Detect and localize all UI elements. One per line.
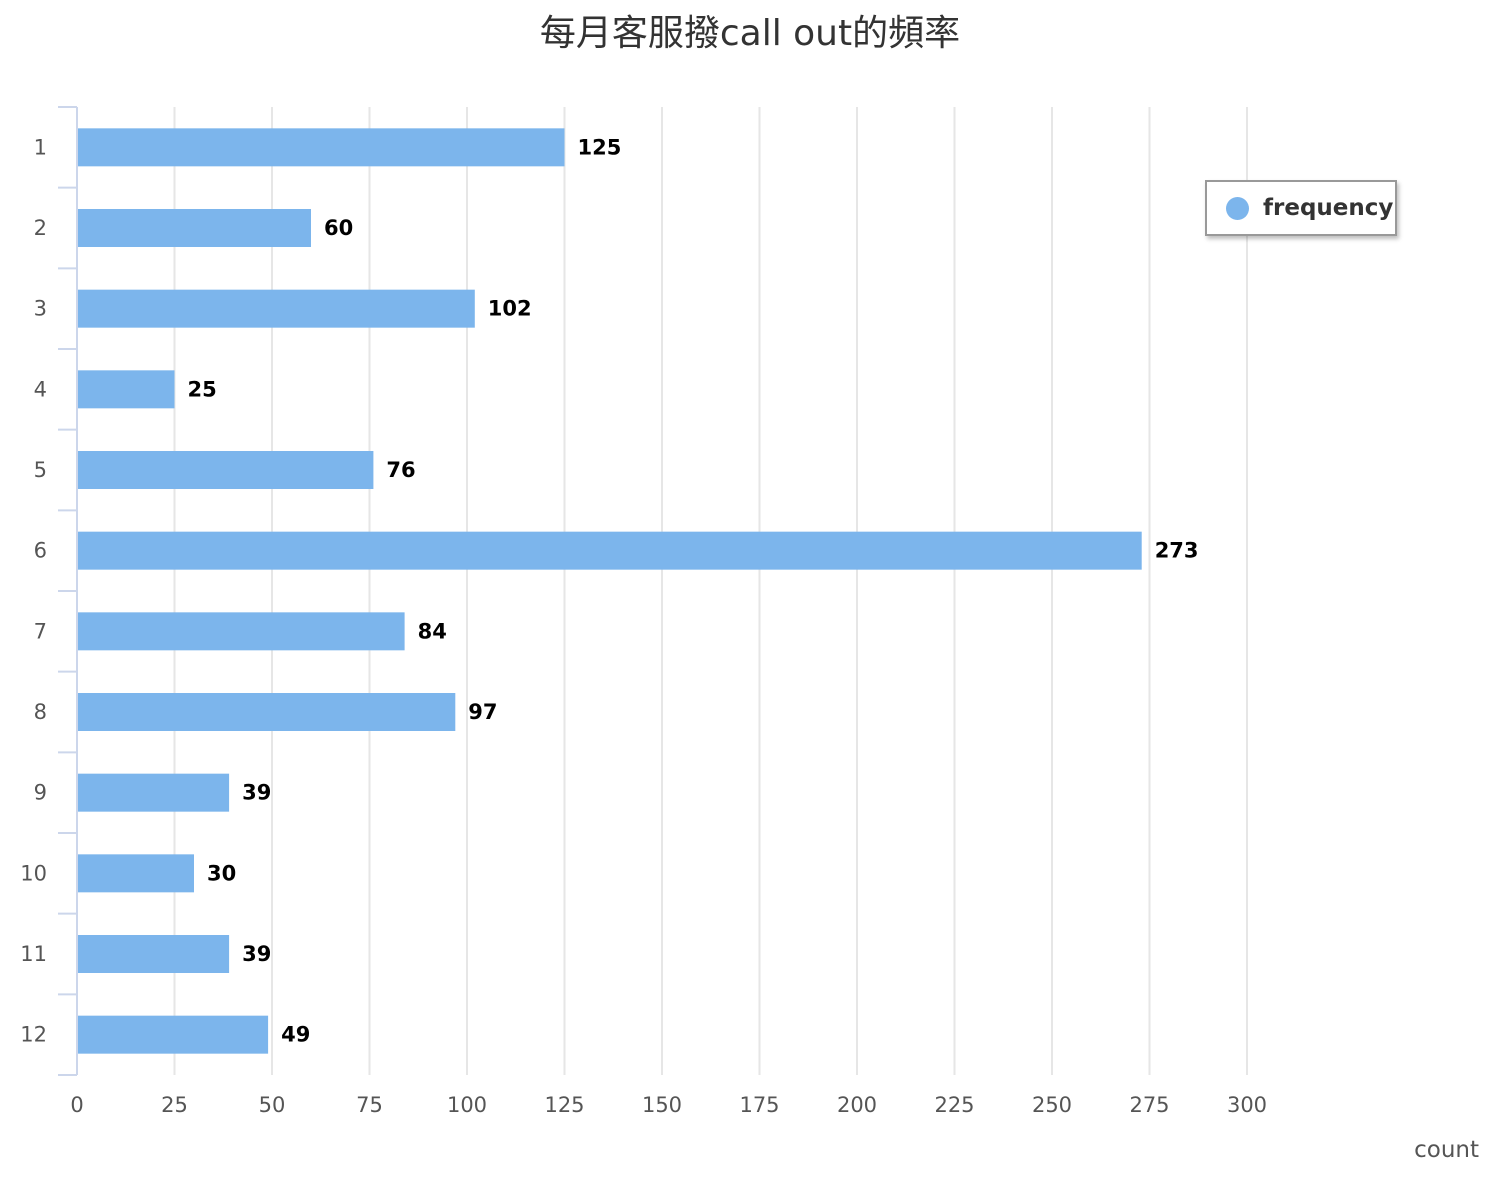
bar[interactable] bbox=[78, 451, 374, 489]
data-label: 102 bbox=[488, 297, 532, 321]
data-label: 30 bbox=[207, 861, 236, 885]
data-label: 125 bbox=[578, 135, 622, 159]
bar[interactable] bbox=[78, 209, 311, 247]
bar[interactable] bbox=[78, 289, 475, 328]
y-tick-label: 8 bbox=[34, 700, 47, 724]
y-tick-label: 4 bbox=[34, 377, 47, 401]
y-tick-label: 2 bbox=[34, 216, 47, 240]
x-tick-label: 25 bbox=[161, 1093, 188, 1117]
bar[interactable] bbox=[78, 612, 405, 651]
y-tick-label: 6 bbox=[34, 539, 47, 563]
x-tick-label: 75 bbox=[356, 1093, 383, 1117]
x-tick-label: 200 bbox=[837, 1093, 877, 1117]
chart-title: 每月客服撥call out的頻率 bbox=[539, 13, 961, 54]
x-tick-label: 300 bbox=[1227, 1093, 1267, 1117]
value-axis-ticks: 0 25 50 75 100 125 150 175 200 225 250 275 300 bbox=[70, 1093, 1267, 1117]
bar-series bbox=[78, 128, 1142, 1054]
x-tick-label: 175 bbox=[739, 1093, 779, 1117]
legend-series-label: frequency bbox=[1263, 195, 1394, 221]
legend[interactable]: frequency bbox=[1205, 180, 1397, 236]
bar[interactable] bbox=[78, 693, 456, 731]
bar[interactable] bbox=[78, 128, 565, 167]
x-tick-label: 250 bbox=[1032, 1093, 1072, 1117]
y-tick-label: 9 bbox=[34, 781, 47, 805]
category-axis bbox=[58, 106, 78, 1076]
bar[interactable] bbox=[78, 773, 230, 812]
y-tick-label: 3 bbox=[34, 297, 47, 321]
data-label: 97 bbox=[468, 700, 497, 724]
x-axis-title: count bbox=[1414, 1137, 1479, 1163]
bar[interactable] bbox=[78, 531, 1142, 570]
bar[interactable] bbox=[78, 1015, 269, 1054]
y-tick-label: 10 bbox=[20, 861, 47, 885]
data-label: 273 bbox=[1155, 539, 1199, 563]
bar[interactable] bbox=[78, 854, 194, 893]
y-tick-label: 7 bbox=[34, 619, 47, 643]
bar[interactable] bbox=[78, 370, 175, 409]
data-label: 49 bbox=[281, 1023, 310, 1047]
y-tick-label: 1 bbox=[34, 135, 47, 159]
data-label: 60 bbox=[324, 216, 353, 240]
y-tick-label: 11 bbox=[20, 942, 47, 966]
x-tick-label: 225 bbox=[934, 1093, 974, 1117]
y-tick-label: 5 bbox=[34, 458, 47, 482]
data-label: 25 bbox=[188, 377, 217, 401]
y-tick-label: 12 bbox=[20, 1023, 47, 1047]
data-label: 84 bbox=[418, 619, 447, 643]
x-tick-label: 50 bbox=[259, 1093, 286, 1117]
x-tick-label: 150 bbox=[642, 1093, 682, 1117]
x-tick-label: 275 bbox=[1129, 1093, 1169, 1117]
x-tick-label: 100 bbox=[447, 1093, 487, 1117]
legend-series-marker bbox=[1226, 196, 1249, 220]
grid-lines bbox=[173, 107, 1248, 1075]
x-tick-label: 125 bbox=[544, 1093, 584, 1117]
data-labels: 125 60 102 25 76 273 84 97 39 30 39 49 bbox=[188, 135, 1199, 1046]
data-label: 39 bbox=[242, 781, 271, 805]
data-label: 76 bbox=[386, 458, 415, 482]
data-label: 39 bbox=[242, 942, 271, 966]
x-tick-label: 0 bbox=[70, 1093, 83, 1117]
bar[interactable] bbox=[78, 935, 230, 973]
